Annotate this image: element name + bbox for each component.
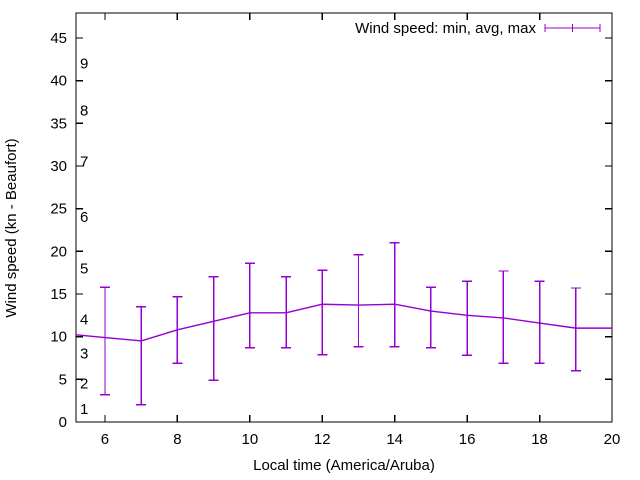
error-bar	[389, 242, 400, 348]
x-tick-label: 16	[459, 431, 476, 448]
beaufort-scale-labels: 1 2 3 4 5 6 7 8 9	[80, 56, 88, 419]
error-bar	[498, 270, 509, 364]
legend-entry-label: Wind speed: min, avg, max	[355, 20, 536, 37]
y-axis-title: Wind speed (kn - Beaufort)	[3, 138, 20, 317]
average-polyline	[75, 303, 612, 342]
error-bar	[570, 287, 581, 372]
error-bar	[244, 262, 255, 349]
y-tick-label: 10	[50, 329, 67, 346]
x-axis-ticks: 6 8 10 12 14 16 18 20	[101, 13, 621, 448]
beaufort-level-label: 4	[80, 312, 88, 329]
error-bar	[136, 306, 147, 406]
error-bar	[208, 276, 219, 381]
x-tick-label: 18	[531, 431, 548, 448]
error-bar	[99, 286, 110, 396]
x-tick-label: 14	[386, 431, 403, 448]
y-tick-label: 35	[50, 115, 67, 132]
y-tick-label: 40	[50, 73, 67, 90]
y-tick-label: 5	[59, 371, 67, 388]
x-axis-title: Local time (America/Aruba)	[253, 457, 435, 474]
beaufort-level-label: 2	[80, 376, 88, 393]
x-tick-label: 20	[604, 431, 621, 448]
beaufort-level-label: 3	[80, 346, 88, 363]
error-bar	[317, 269, 328, 356]
error-bar	[462, 280, 473, 357]
y-tick-label: 0	[59, 414, 67, 431]
y-tick-label: 15	[50, 286, 67, 303]
beaufort-level-label: 8	[80, 103, 88, 120]
average-series-line	[75, 303, 612, 342]
x-tick-label: 10	[241, 431, 258, 448]
error-bar	[534, 280, 545, 364]
x-tick-label: 6	[101, 431, 109, 448]
chart-legend: Wind speed: min, avg, max	[355, 20, 601, 37]
y-tick-label: 25	[50, 201, 67, 218]
beaufort-level-label: 9	[80, 56, 88, 73]
y-tick-label: 30	[50, 158, 67, 175]
beaufort-level-label: 7	[80, 154, 88, 171]
y-tick-label: 20	[50, 243, 67, 260]
y-tick-label: 45	[50, 30, 67, 47]
beaufort-level-label: 1	[80, 401, 88, 418]
x-tick-label: 8	[173, 431, 181, 448]
error-bar	[353, 254, 364, 348]
beaufort-level-label: 6	[80, 209, 88, 226]
error-bar	[425, 286, 436, 349]
x-tick-label: 12	[314, 431, 331, 448]
beaufort-level-label: 5	[80, 260, 88, 277]
error-bars-group	[99, 242, 581, 406]
